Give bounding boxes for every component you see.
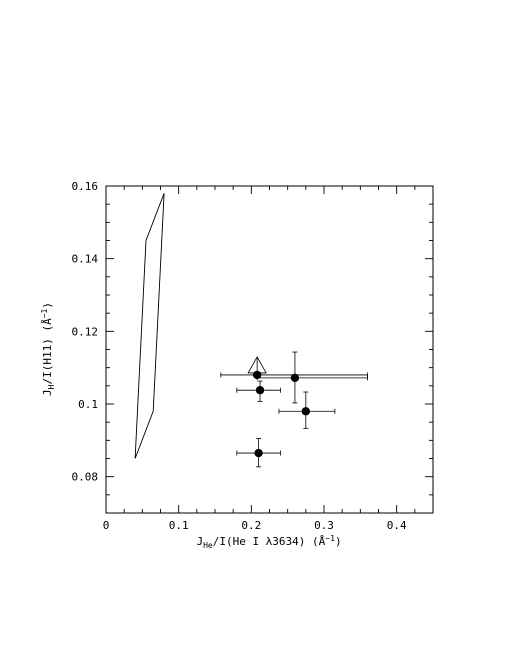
data-point-2 — [290, 373, 300, 383]
x-tick-label: 0.2 — [241, 519, 261, 532]
x-axis-label-rest: /I(He I λ3634) (Å — [213, 535, 326, 548]
y-axis-label-sup: −1 — [40, 308, 49, 318]
x-axis-label-sub: He — [203, 541, 213, 550]
data-points — [252, 370, 311, 458]
x-tick-label: 0 — [103, 519, 110, 532]
y-axis-label: JH/I(H11) (Å−1) — [40, 302, 56, 396]
x-axis-label-sup: −1 — [325, 534, 335, 543]
y-axis-label-main: J — [41, 389, 54, 396]
y-tick-label: 0.12 — [72, 325, 99, 338]
x-tick-label: 0.4 — [387, 519, 407, 532]
axis-ticks — [105, 185, 434, 514]
y-axis-label-close: ) — [41, 302, 54, 309]
y-tick-label: 0.08 — [72, 471, 99, 484]
data-point-5 — [254, 448, 263, 458]
y-tick-label: 0.14 — [72, 253, 99, 266]
data-point-1 — [252, 370, 262, 380]
y-axis-label-sub: H — [47, 384, 56, 389]
y-axis-label-rest: /I(H11) (Å — [41, 318, 54, 385]
x-tick-label: 0.3 — [314, 519, 334, 532]
plot-frame — [105, 185, 434, 514]
data-point-3 — [255, 385, 265, 395]
error-bars — [220, 351, 369, 468]
x-axis-label-main: J — [196, 535, 203, 548]
model-region-polygon — [134, 193, 165, 459]
x-axis-label-close: ) — [335, 535, 342, 548]
y-tick-label: 0.1 — [78, 398, 98, 411]
y-tick-label: 0.16 — [72, 180, 99, 193]
data-point-4 — [301, 407, 311, 416]
tick-labels: 0 0.1 0.2 0.3 0.4 0.08 0.1 0.12 0.14 0.16 — [72, 180, 407, 532]
x-axis-label: JHe/I(He I λ3634) (Å−1) — [196, 534, 341, 550]
x-tick-label: 0.1 — [169, 519, 189, 532]
